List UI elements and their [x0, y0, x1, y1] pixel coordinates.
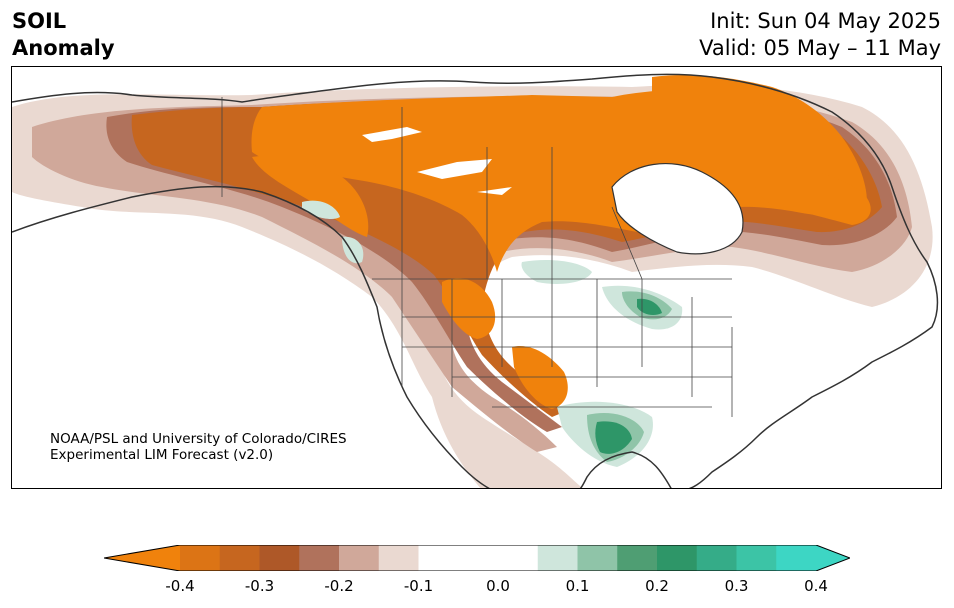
title-variable: SOIL [12, 9, 67, 33]
political-borders [221, 97, 733, 417]
colorbar-segment [537, 545, 578, 571]
lake-1 [362, 127, 422, 142]
map-panel: NOAA/PSL and University of Colorado/CIRE… [11, 66, 942, 489]
credit-line-2: Experimental LIM Forecast (v2.0) [50, 447, 274, 463]
colorbar-tick-label: 0.4 [804, 577, 828, 595]
colorbar-segment [617, 545, 658, 571]
dry-strong-greenland [652, 75, 842, 142]
colorbar-segment [657, 545, 698, 571]
map-title: SOIL Anomaly [12, 8, 115, 62]
colorbar-segment [378, 545, 419, 571]
colorbar-segment [418, 545, 459, 571]
colorbar-over-arrow [816, 545, 850, 571]
colorbar [104, 545, 850, 571]
colorbar-under-arrow [104, 545, 180, 571]
credit-line-1: NOAA/PSL and University of Colorado/CIRE… [50, 431, 347, 447]
hudson-coast [611, 162, 744, 255]
colorbar-segment [299, 545, 340, 571]
colorbar-tick-label: -0.3 [244, 577, 275, 595]
lake-2 [417, 159, 492, 179]
valid-range: Valid: 05 May – 11 May [699, 36, 941, 60]
dry-strong-plains [512, 346, 568, 409]
gulf-coast [579, 451, 672, 488]
colorbar-tick-label: 0.3 [724, 577, 749, 595]
init-date: Init: Sun 04 May 2025 [710, 9, 941, 33]
forecast-dates: Init: Sun 04 May 2025 Valid: 05 May – 11… [699, 8, 941, 62]
lake-3 [477, 187, 512, 195]
title-subtitle: Anomaly [12, 36, 115, 60]
colorbar-segment [259, 545, 300, 571]
dry-strong-prairies [442, 278, 496, 339]
hudson-bay [612, 163, 743, 254]
credit-text: NOAA/PSL and University of Colorado/CIRE… [50, 431, 347, 463]
colorbar-segment [219, 545, 260, 571]
colorbar-tick-label: 0.0 [486, 577, 510, 595]
colorbar-tick-label: -0.2 [324, 577, 354, 595]
wet-strong-gulf [595, 421, 632, 454]
colorbar-segment [339, 545, 380, 571]
colorbar-tick-label: -0.4 [165, 577, 195, 595]
colorbar-segment [736, 545, 777, 571]
colorbar-segment [458, 545, 539, 571]
colorbar-tick-label: 0.1 [565, 577, 590, 595]
colorbar-segment [180, 545, 221, 571]
dry-strong-quebec [751, 165, 871, 225]
colorbar-segment [776, 545, 817, 571]
coastline [12, 73, 939, 488]
pacific-coast [12, 185, 490, 488]
wet-faint-north [521, 260, 592, 284]
colorbar-segment [696, 545, 737, 571]
colorbar-tick-label: -0.1 [403, 577, 434, 595]
wet-strong-greatlakes [637, 298, 662, 315]
colorbar-tick-label: 0.2 [645, 577, 669, 595]
anomaly-map [12, 73, 939, 488]
colorbar-segment [577, 545, 618, 571]
